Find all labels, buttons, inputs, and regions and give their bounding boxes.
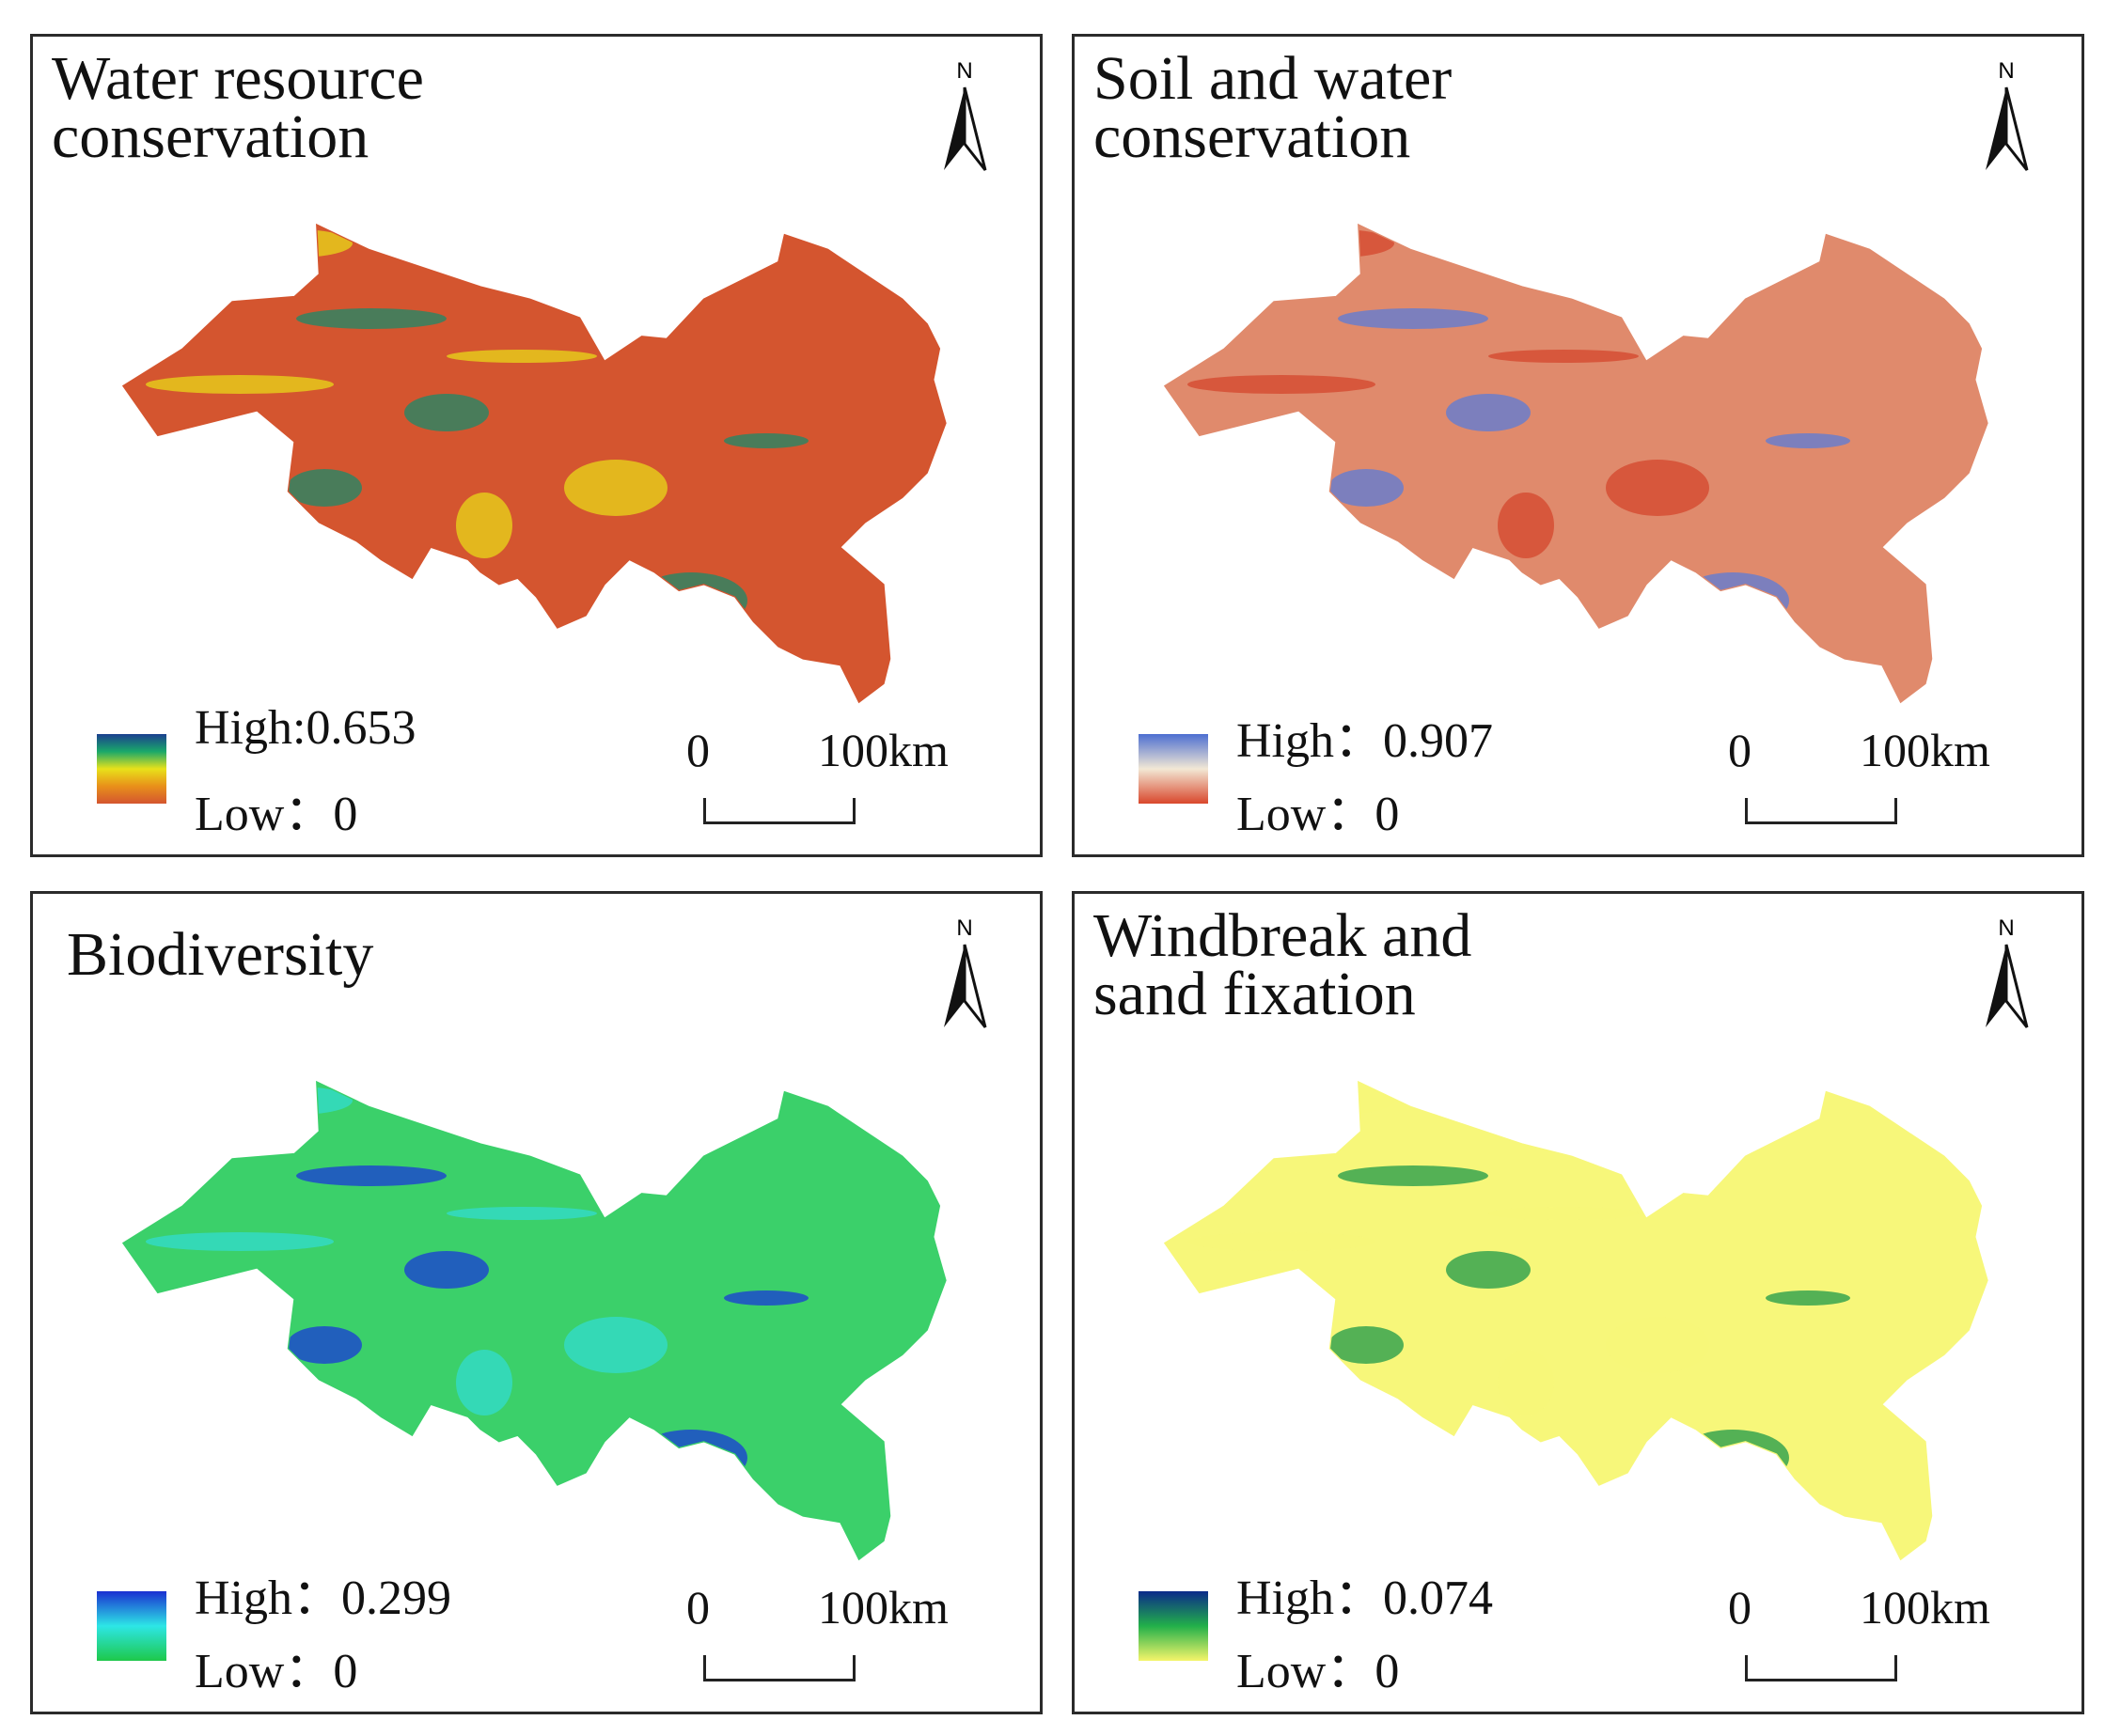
panel-title: Windbreak and sand fixation xyxy=(1093,901,1472,1028)
map-texture-patch xyxy=(1187,375,1375,394)
map-texture-patch xyxy=(724,433,809,448)
map-texture-patch xyxy=(1338,1165,1488,1186)
map-texture-patch xyxy=(404,1251,489,1289)
legend-low-label: Low：0 xyxy=(1236,1645,1400,1698)
scale-bar-line xyxy=(1745,1655,1897,1681)
legend-low-label: Low：0 xyxy=(195,788,358,841)
svg-text:N: N xyxy=(956,58,972,84)
map-texture-patch xyxy=(1498,1350,1554,1415)
legend-gradient xyxy=(1139,1591,1208,1661)
scale-max-label: 100km xyxy=(1860,1581,1990,1634)
map-texture-patch xyxy=(1766,1290,1850,1306)
map-texture-patch xyxy=(447,350,597,363)
map-base-fill xyxy=(122,225,946,703)
scale-bar-line xyxy=(703,798,856,824)
region-map xyxy=(1163,1080,1988,1561)
map-texture-patch xyxy=(1338,308,1488,329)
map-texture-patch xyxy=(404,394,489,431)
north-arrow-icon: N xyxy=(944,915,987,1028)
map-texture-patch xyxy=(1328,469,1404,507)
map-texture-patch xyxy=(1446,1251,1531,1289)
scale-bar: 0 100km xyxy=(686,1580,949,1712)
legend-gradient xyxy=(97,734,166,804)
legend-gradient xyxy=(97,1591,166,1661)
region-outline xyxy=(1163,223,1988,704)
region-outline xyxy=(121,223,947,704)
panel-soil-water-conservation: Soil and water conservation N High：0.907… xyxy=(1072,34,2084,857)
scale-bar: 0 100km xyxy=(1728,1580,1990,1712)
map-texture-patch xyxy=(564,1317,668,1373)
map-texture-patch xyxy=(1606,460,1709,516)
map-texture-patch xyxy=(296,1165,447,1186)
panel-biodiversity: Biodiversity N High：0.299 Low：0 0 100km xyxy=(30,891,1043,1714)
map-texture-patch xyxy=(447,1207,597,1220)
map-texture-patch xyxy=(1488,350,1639,363)
scale-zero-label: 0 xyxy=(1728,1581,1752,1634)
legend-high-label: High:0.653 xyxy=(195,701,416,755)
north-arrow-icon: N xyxy=(1986,915,2029,1028)
panel-water-resource-conservation: Water resource conservation N High:0.653… xyxy=(30,34,1043,857)
map-texture-patch xyxy=(635,1430,747,1486)
scale-bar: 0 100km xyxy=(686,723,949,854)
panel-windbreak-sand-fixation: Windbreak and sand fixation N High：0.074… xyxy=(1072,891,2084,1714)
panel-title: Soil and water conservation xyxy=(1093,44,1453,171)
scale-max-label: 100km xyxy=(818,724,949,776)
map-texture-patch xyxy=(1328,1326,1404,1364)
panel-title: Water resource conservation xyxy=(52,44,424,171)
svg-text:N: N xyxy=(956,915,972,941)
scale-bar-line xyxy=(1745,798,1897,824)
map-texture-patch xyxy=(1606,1317,1709,1373)
legend-high-label: High：0.074 xyxy=(1236,1572,1494,1625)
map-texture-patch xyxy=(1488,1207,1639,1220)
region-map xyxy=(121,1080,947,1561)
svg-text:N: N xyxy=(1998,915,2014,941)
scale-zero-label: 0 xyxy=(686,724,710,776)
scale-bar-line xyxy=(703,1655,856,1681)
region-map xyxy=(1163,223,1988,704)
scale-bar: 0 100km xyxy=(1728,723,1990,854)
map-texture-patch xyxy=(1446,394,1531,431)
legend-low-label: Low：0 xyxy=(1236,788,1400,841)
map-base-fill xyxy=(122,1082,946,1560)
map-texture-patch xyxy=(287,469,362,507)
legend-gradient xyxy=(1139,734,1208,804)
legend-high-label: High：0.907 xyxy=(1236,714,1494,768)
map-texture-patch xyxy=(564,460,668,516)
region-outline xyxy=(121,1080,947,1561)
map-texture-patch xyxy=(1498,493,1554,558)
map-base-fill xyxy=(1164,1082,1987,1560)
scale-max-label: 100km xyxy=(1860,724,1990,776)
legend-low-label: Low：0 xyxy=(195,1645,358,1698)
panel-title: Biodiversity xyxy=(67,920,374,989)
map-texture-patch xyxy=(287,1326,362,1364)
map-texture-patch xyxy=(724,1290,809,1306)
legend-high-label: High：0.299 xyxy=(195,1572,452,1625)
map-texture-patch xyxy=(635,572,747,629)
scale-max-label: 100km xyxy=(818,1581,949,1634)
scale-zero-label: 0 xyxy=(1728,724,1752,776)
north-arrow-icon: N xyxy=(944,58,987,171)
map-texture-patch xyxy=(1766,433,1850,448)
region-map xyxy=(121,223,947,704)
map-texture-patch xyxy=(456,1350,512,1415)
north-arrow-icon: N xyxy=(1986,58,2029,171)
region-outline xyxy=(1163,1080,1988,1561)
map-texture-patch xyxy=(1676,1430,1789,1486)
map-texture-patch xyxy=(146,1232,334,1251)
map-base-fill xyxy=(1164,225,1987,703)
map-texture-patch xyxy=(1676,572,1789,629)
svg-text:N: N xyxy=(1998,58,2014,84)
map-texture-patch xyxy=(456,493,512,558)
map-texture-patch xyxy=(1187,1232,1375,1251)
map-texture-patch xyxy=(146,375,334,394)
map-texture-patch xyxy=(296,308,447,329)
scale-zero-label: 0 xyxy=(686,1581,710,1634)
